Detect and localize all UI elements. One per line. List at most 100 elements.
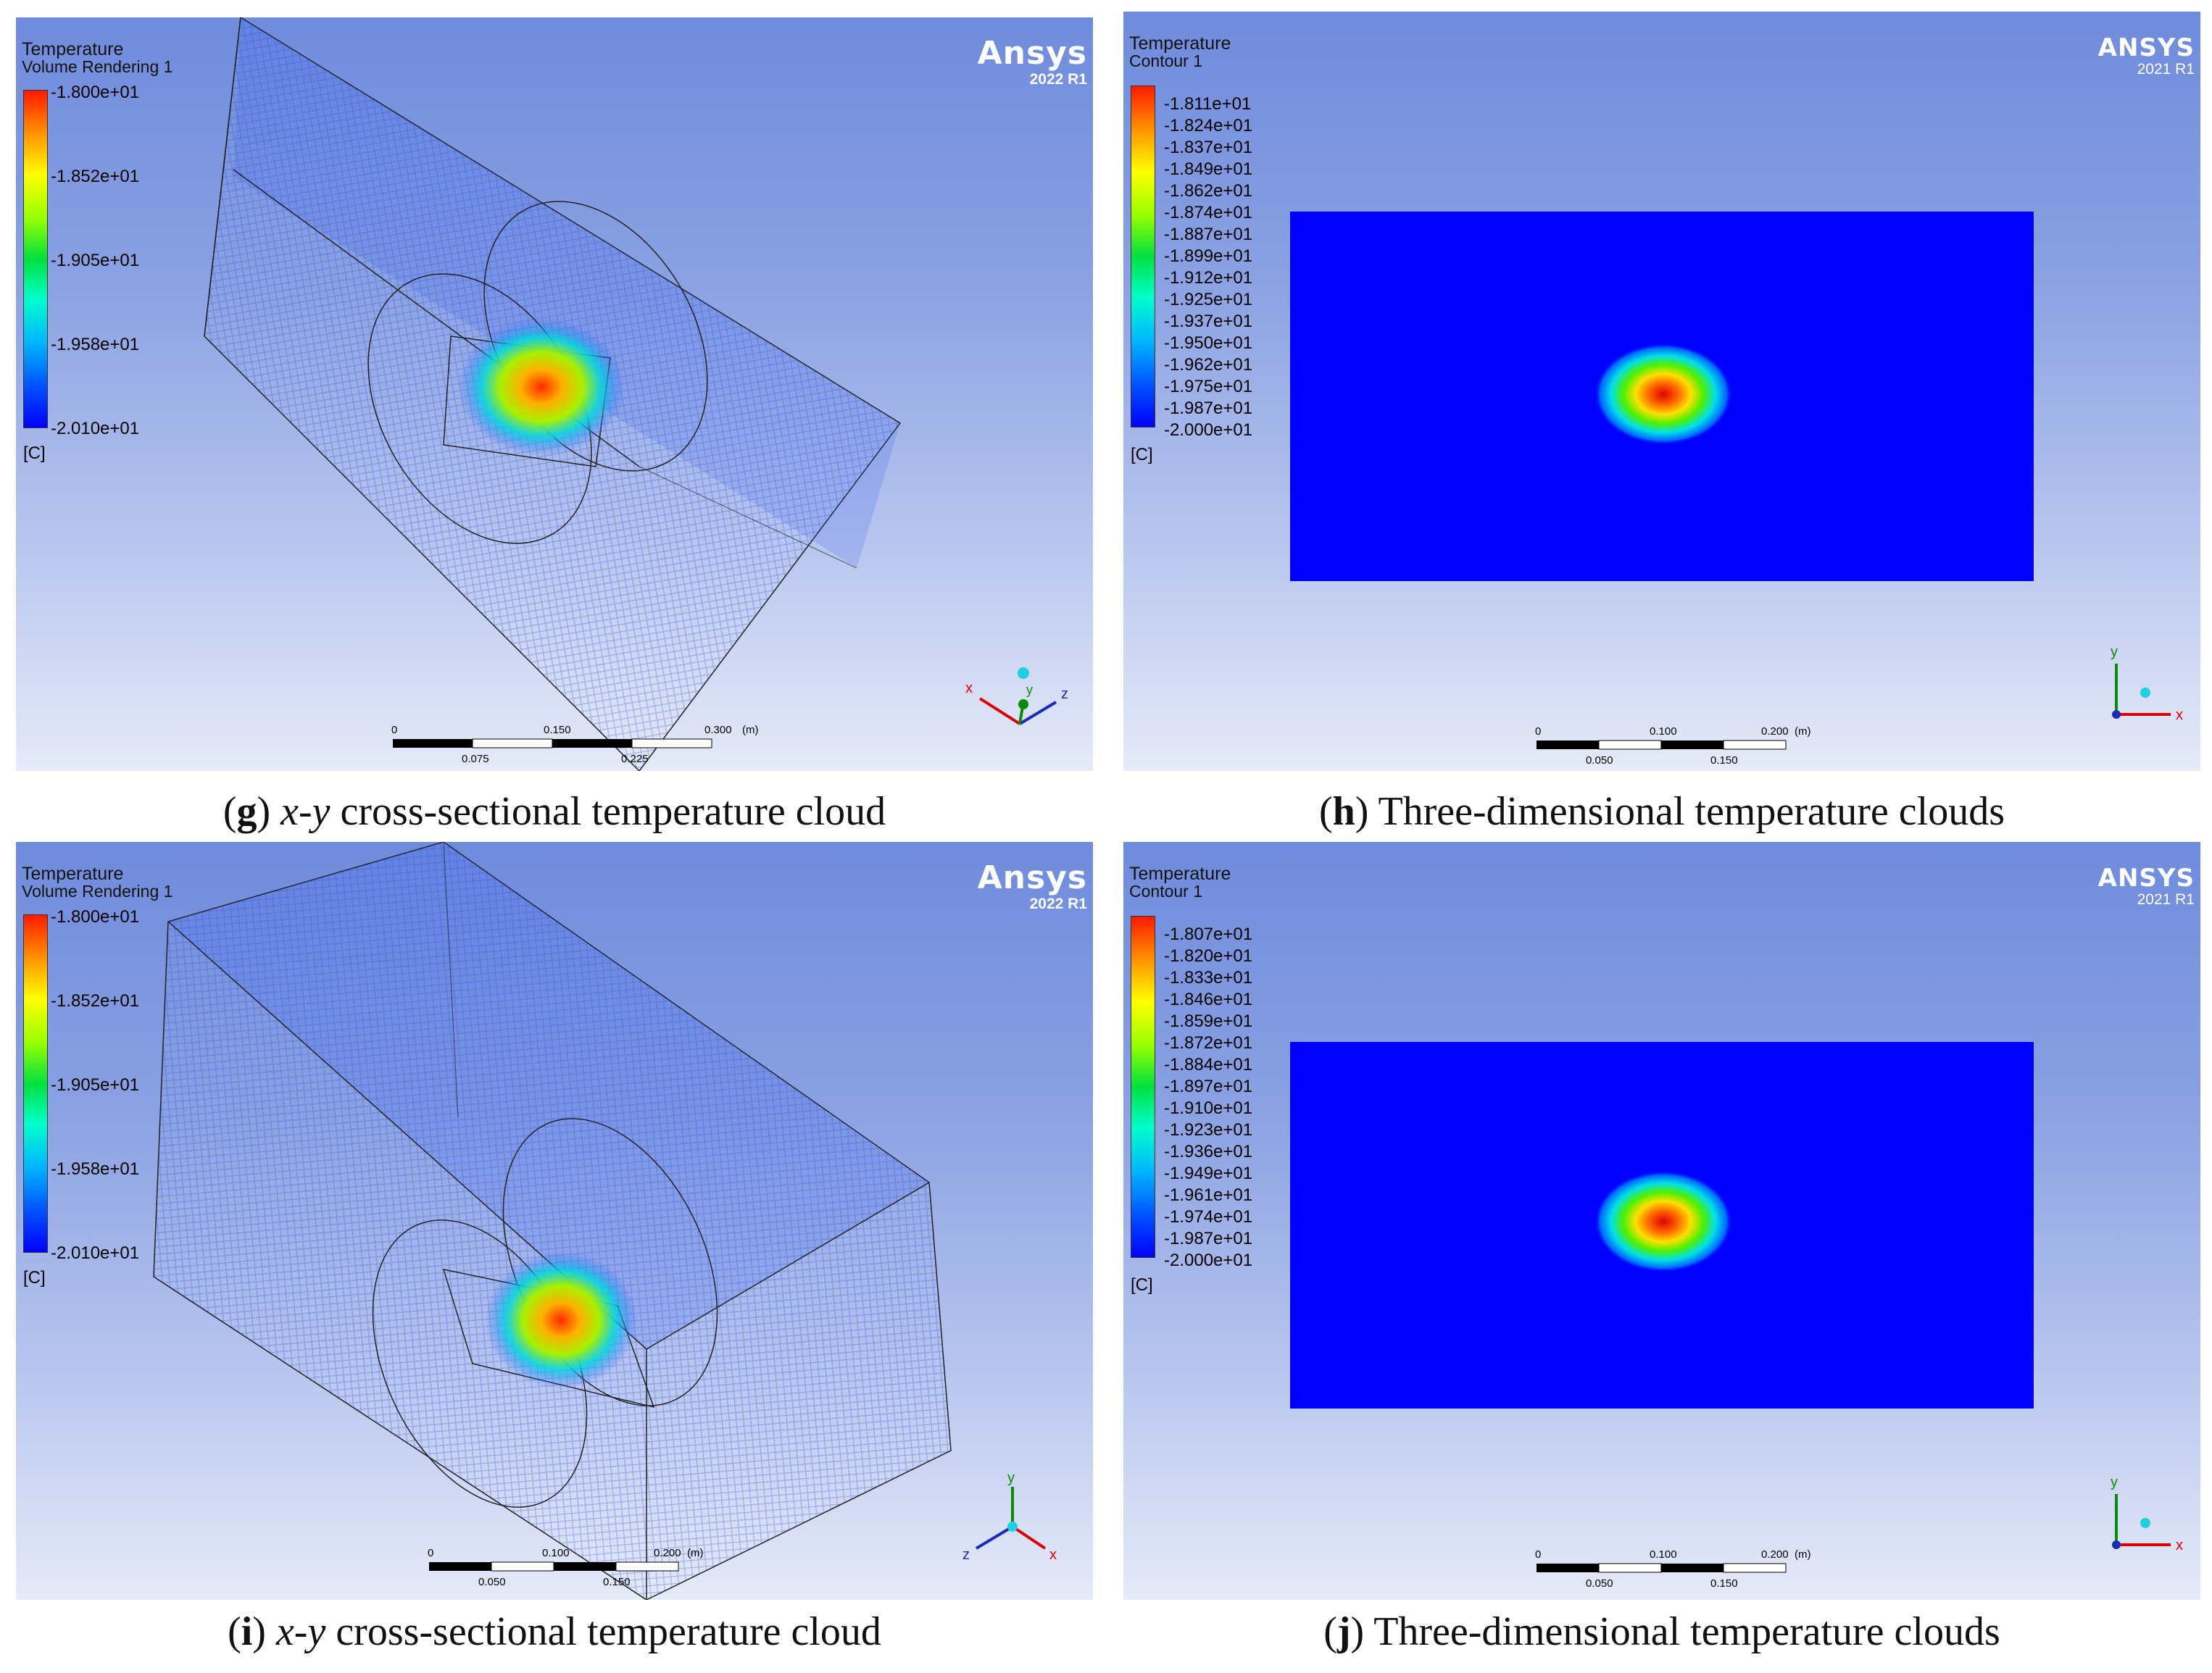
scale-label: 0.050 bbox=[478, 1576, 506, 1588]
legend-value: -1.958e+01 bbox=[51, 1159, 140, 1179]
scale-bar: 0 0.100 0.200 (m) 0.050 0.150 bbox=[428, 1547, 704, 1588]
legend-subtitle: Contour 1 bbox=[1129, 882, 1203, 901]
scale-label: 0.225 bbox=[621, 753, 649, 765]
legend-value: -1.800e+01 bbox=[51, 83, 140, 102]
scale-unit: (m) bbox=[687, 1547, 704, 1559]
scale-label: 0.200 bbox=[654, 1547, 681, 1559]
legend-value: -1.962e+01 bbox=[1164, 355, 1253, 375]
legend-value: -1.899e+01 bbox=[1164, 246, 1253, 266]
panel-h-contour: Temperature Contour 1 -1.811e+01 -1.824e… bbox=[1123, 12, 2200, 771]
axis-triad: y x bbox=[2111, 644, 2183, 723]
scale-label: 0.050 bbox=[1586, 1577, 1613, 1590]
scale-label: 0.200 bbox=[1761, 1548, 1789, 1561]
axis-label-y: y bbox=[2111, 644, 2118, 660]
hot-spot bbox=[458, 318, 625, 456]
legend-value: -1.958e+01 bbox=[51, 335, 140, 354]
ansys-logo: Ansys bbox=[977, 859, 1087, 896]
legend-subtitle: Volume Rendering 1 bbox=[22, 882, 173, 901]
legend-value: -1.872e+01 bbox=[1164, 1033, 1253, 1053]
legend-value: -1.937e+01 bbox=[1164, 312, 1253, 331]
caption-letter: j bbox=[1336, 1609, 1351, 1654]
scale-unit: (m) bbox=[1795, 1548, 1811, 1561]
volume-rendering-scene bbox=[153, 842, 952, 1600]
ansys-logo: Ansys bbox=[977, 35, 1087, 72]
scale-label: 0.150 bbox=[603, 1576, 631, 1588]
ansys-version: 2021 R1 bbox=[2137, 61, 2195, 78]
caption-j: (j) Three-dimensional temperature clouds bbox=[1323, 1609, 2000, 1654]
contour-scene bbox=[1290, 1042, 2034, 1409]
legend-value: -1.950e+01 bbox=[1164, 333, 1253, 353]
caption-text: cross-sectional temperature cloud bbox=[340, 789, 886, 834]
legend-value: -1.987e+01 bbox=[1164, 399, 1253, 418]
legend-value: -1.837e+01 bbox=[1164, 138, 1253, 157]
contour-scene bbox=[1290, 212, 2034, 581]
scale-label: 0.200 bbox=[1761, 725, 1789, 738]
scale-label: 0.050 bbox=[1586, 754, 1613, 767]
legend-value: -1.824e+01 bbox=[1164, 116, 1253, 135]
temperature-colorbar bbox=[1131, 85, 1155, 427]
ansys-version: 2022 R1 bbox=[1029, 896, 1087, 912]
scale-label: 0 bbox=[428, 1547, 433, 1559]
ansys-version: 2021 R1 bbox=[2137, 891, 2195, 908]
temperature-colorbar bbox=[23, 90, 48, 428]
scale-label: 0.300 bbox=[704, 724, 732, 736]
scale-label: 0.100 bbox=[542, 1547, 570, 1559]
scale-unit: (m) bbox=[742, 724, 759, 736]
scale-bar: 0 0.150 0.300 (m) 0.075 0.225 bbox=[391, 724, 759, 765]
panel-g-volume-rendering: Temperature Volume Rendering 1 -1.800e+0… bbox=[16, 17, 1093, 771]
caption-text: cross-sectional temperature cloud bbox=[336, 1609, 881, 1654]
legend-value: -1.905e+01 bbox=[51, 1075, 140, 1095]
axis-label-x: x bbox=[2176, 707, 2183, 723]
legend-value: -1.811e+01 bbox=[1164, 94, 1252, 114]
axis-triad: y x bbox=[2111, 1474, 2183, 1553]
panel-i-volume-rendering: Temperature Volume Rendering 1 -1.800e+0… bbox=[16, 842, 1093, 1600]
legend-unit: [C] bbox=[23, 1268, 46, 1288]
legend-value: -1.974e+01 bbox=[1164, 1207, 1253, 1227]
axis-triad: x y z bbox=[965, 667, 1068, 725]
legend-value: -2.010e+01 bbox=[51, 419, 140, 438]
axis-label-y: y bbox=[1026, 683, 1033, 697]
caption-letter: g bbox=[236, 789, 257, 834]
axis-label-y: y bbox=[2111, 1474, 2118, 1490]
scale-bar: 0 0.100 0.200 (m) 0.050 0.150 bbox=[1535, 725, 1811, 767]
legend-title: Temperature bbox=[22, 864, 124, 884]
legend-title: Temperature bbox=[22, 39, 124, 59]
temperature-colorbar bbox=[23, 914, 48, 1253]
legend-value: -1.949e+01 bbox=[1164, 1164, 1253, 1183]
legend-unit: [C] bbox=[23, 443, 46, 463]
legend-value: -1.987e+01 bbox=[1164, 1229, 1253, 1248]
legend-value: -1.923e+01 bbox=[1164, 1120, 1253, 1140]
scale-label: 0.100 bbox=[1650, 725, 1677, 738]
legend-unit: [C] bbox=[1131, 445, 1153, 464]
axis-label-x: x bbox=[965, 680, 973, 696]
scale-unit: (m) bbox=[1795, 725, 1811, 738]
caption-text: Three-dimensional temperature clouds bbox=[1373, 1609, 2000, 1654]
legend-value: -1.807e+01 bbox=[1164, 925, 1253, 944]
scale-label: 0 bbox=[1535, 725, 1541, 738]
legend-subtitle: Volume Rendering 1 bbox=[22, 57, 173, 76]
axis-label-y: y bbox=[1007, 1472, 1015, 1486]
legend-value: -1.925e+01 bbox=[1164, 290, 1253, 309]
caption-g: (g) x-y cross-sectional temperature clou… bbox=[223, 789, 886, 834]
ansys-logo: ANSYS bbox=[2097, 864, 2195, 893]
legend-title: Temperature bbox=[1129, 33, 1231, 54]
panel-j-contour: Temperature Contour 1 -1.807e+01 -1.820e… bbox=[1123, 842, 2200, 1600]
temperature-colorbar bbox=[1131, 916, 1155, 1258]
legend-value: -2.000e+01 bbox=[1164, 420, 1253, 440]
scale-bar: 0 0.100 0.200 (m) 0.050 0.150 bbox=[1535, 1548, 1811, 1590]
domain-volume bbox=[153, 842, 952, 1600]
legend-value: -1.852e+01 bbox=[51, 991, 140, 1011]
legend-value: -1.849e+01 bbox=[1164, 159, 1253, 179]
caption-letter: i bbox=[241, 1609, 253, 1654]
legend-value: -1.833e+01 bbox=[1164, 968, 1253, 988]
legend-value: -1.905e+01 bbox=[51, 251, 140, 270]
hot-spot bbox=[1594, 343, 1732, 445]
hot-spot bbox=[485, 1251, 637, 1389]
scale-label: 0.150 bbox=[1710, 1577, 1738, 1590]
axis-label-z: z bbox=[962, 1547, 970, 1563]
caption-h: (h) Three-dimensional temperature clouds bbox=[1318, 789, 2005, 834]
scale-label: 0 bbox=[1535, 1548, 1541, 1561]
caption-italic: x-y bbox=[280, 789, 330, 834]
caption-italic: x-y bbox=[275, 1609, 326, 1654]
caption-text: Three-dimensional temperature clouds bbox=[1378, 789, 2005, 834]
